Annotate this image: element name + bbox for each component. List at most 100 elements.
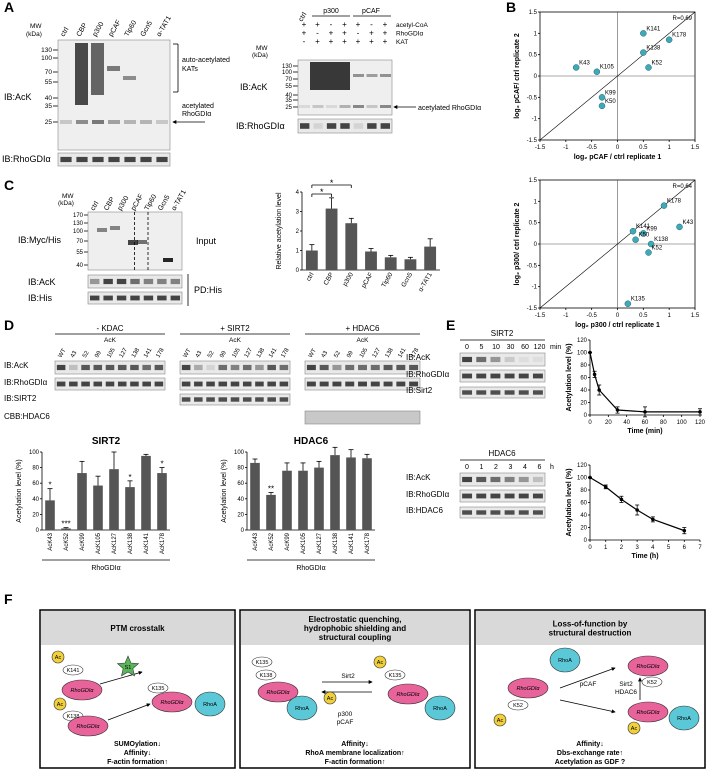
- point-label: K141: [636, 224, 651, 230]
- scheme-label: K135: [152, 686, 165, 692]
- y-tick-label: 80: [237, 466, 244, 472]
- lane-label: 141: [268, 347, 279, 359]
- bar: [109, 469, 119, 530]
- mw-label: 35: [45, 103, 53, 110]
- bar: [365, 251, 377, 270]
- y-tick-label: 120: [577, 463, 588, 469]
- rhogdi-shape: [507, 677, 549, 699]
- blot-band: [105, 364, 115, 371]
- blot-band: [267, 397, 276, 402]
- mw-label: 40: [76, 263, 83, 269]
- mw-label: 130: [282, 64, 293, 70]
- blot-band: [345, 381, 355, 387]
- lane-label: ctrl: [90, 200, 101, 212]
- panel-letter: E: [446, 317, 455, 333]
- bar: [77, 473, 87, 530]
- scheme-label: Ac: [631, 726, 638, 732]
- blot-band: [117, 381, 127, 387]
- condition-sign: -: [303, 37, 306, 46]
- label: min: [550, 344, 561, 351]
- acetyl-shape: [53, 697, 67, 711]
- mw-label: 100: [41, 55, 52, 62]
- blot-band: [156, 120, 168, 124]
- scheme-label: pCAF: [337, 719, 354, 726]
- blot-band: [154, 364, 164, 371]
- mw-label: 25: [45, 119, 53, 126]
- row-label: CBB:HDAC6: [4, 412, 50, 421]
- x-tick-label: pCAF: [360, 271, 374, 289]
- bar: [330, 455, 340, 530]
- significance: *: [330, 178, 334, 188]
- x-tick-label: 100: [677, 420, 688, 426]
- y-tick-label: 80: [580, 488, 587, 494]
- scheme-label: RhoGDIα: [516, 686, 540, 692]
- point: [635, 508, 639, 512]
- x-tick-label: 0: [588, 545, 592, 551]
- rhoa-shape: [424, 695, 456, 721]
- blot-band: [332, 364, 342, 371]
- x-axis-label: RhoGDIα: [91, 565, 120, 572]
- x-tick-label: Tip60: [380, 271, 394, 289]
- point: [645, 64, 652, 71]
- mw-label: 55: [285, 84, 292, 90]
- y-tick-label: -0.5: [527, 263, 538, 269]
- point: [593, 68, 601, 75]
- mw-label: 70: [45, 69, 53, 76]
- time-label: 0: [465, 344, 469, 351]
- blot-band: [116, 278, 127, 285]
- arrow: [107, 703, 151, 721]
- blot-band: [462, 373, 473, 379]
- blot-band: [353, 74, 364, 77]
- x-tick-label: AcK138: [333, 532, 339, 554]
- group-label: + SIRT2: [220, 324, 250, 333]
- scheme-label: Ac: [55, 655, 62, 661]
- blot-band: [230, 397, 240, 402]
- bar: [157, 473, 167, 530]
- y-axis-label: Acetylation level (%): [221, 459, 228, 522]
- row-label: IB:SIRT2: [4, 394, 37, 403]
- scheme-label: S1: [125, 665, 132, 671]
- blot-band: [380, 105, 391, 108]
- blot-band: [194, 364, 203, 371]
- scheme-label: pCAF: [580, 681, 597, 688]
- x-tick-label: AcK141: [144, 532, 150, 554]
- blot-band: [313, 123, 323, 129]
- time-label: 120: [534, 344, 546, 351]
- y-tick-label: 60: [32, 481, 39, 487]
- x-tick-label: 0.5: [639, 145, 648, 151]
- lane-label: WT: [308, 348, 318, 359]
- x-tick-label: 2: [620, 545, 624, 551]
- scheme-label: RhoGDIα: [396, 692, 420, 698]
- mw-label: 55: [45, 79, 53, 86]
- blot-band: [383, 381, 393, 387]
- lysine-shape: [62, 664, 84, 676]
- time-label: 30: [507, 344, 515, 351]
- blot-band: [518, 476, 529, 483]
- lane-label: Tip60: [124, 19, 139, 38]
- blot-band: [340, 123, 350, 129]
- annotation: R=0.64: [672, 184, 692, 190]
- blot-band: [103, 295, 113, 301]
- y-tick-label: 1.5: [529, 10, 538, 16]
- scheme-label: RhoA: [295, 706, 309, 712]
- point: [624, 300, 632, 307]
- y-tick-label: 40: [580, 513, 587, 519]
- blot-band: [319, 364, 329, 371]
- bar: [93, 485, 103, 530]
- y-tick-label: 60: [237, 481, 244, 487]
- blot-band: [242, 364, 252, 371]
- y-tick-label: -1.5: [527, 306, 538, 312]
- label: KATs: [182, 66, 198, 73]
- arrow: [559, 699, 616, 714]
- label: Input: [196, 236, 217, 246]
- x-tick-label: ctrl: [305, 271, 316, 282]
- mw-label: 130: [41, 47, 52, 54]
- bar: [325, 208, 338, 270]
- point-label: K99: [646, 226, 657, 232]
- blot-band: [143, 295, 154, 301]
- lane-label: 127: [372, 347, 383, 359]
- y-tick-label: 20: [580, 526, 587, 532]
- lane-label: 138: [131, 347, 142, 359]
- blot-band: [279, 397, 289, 402]
